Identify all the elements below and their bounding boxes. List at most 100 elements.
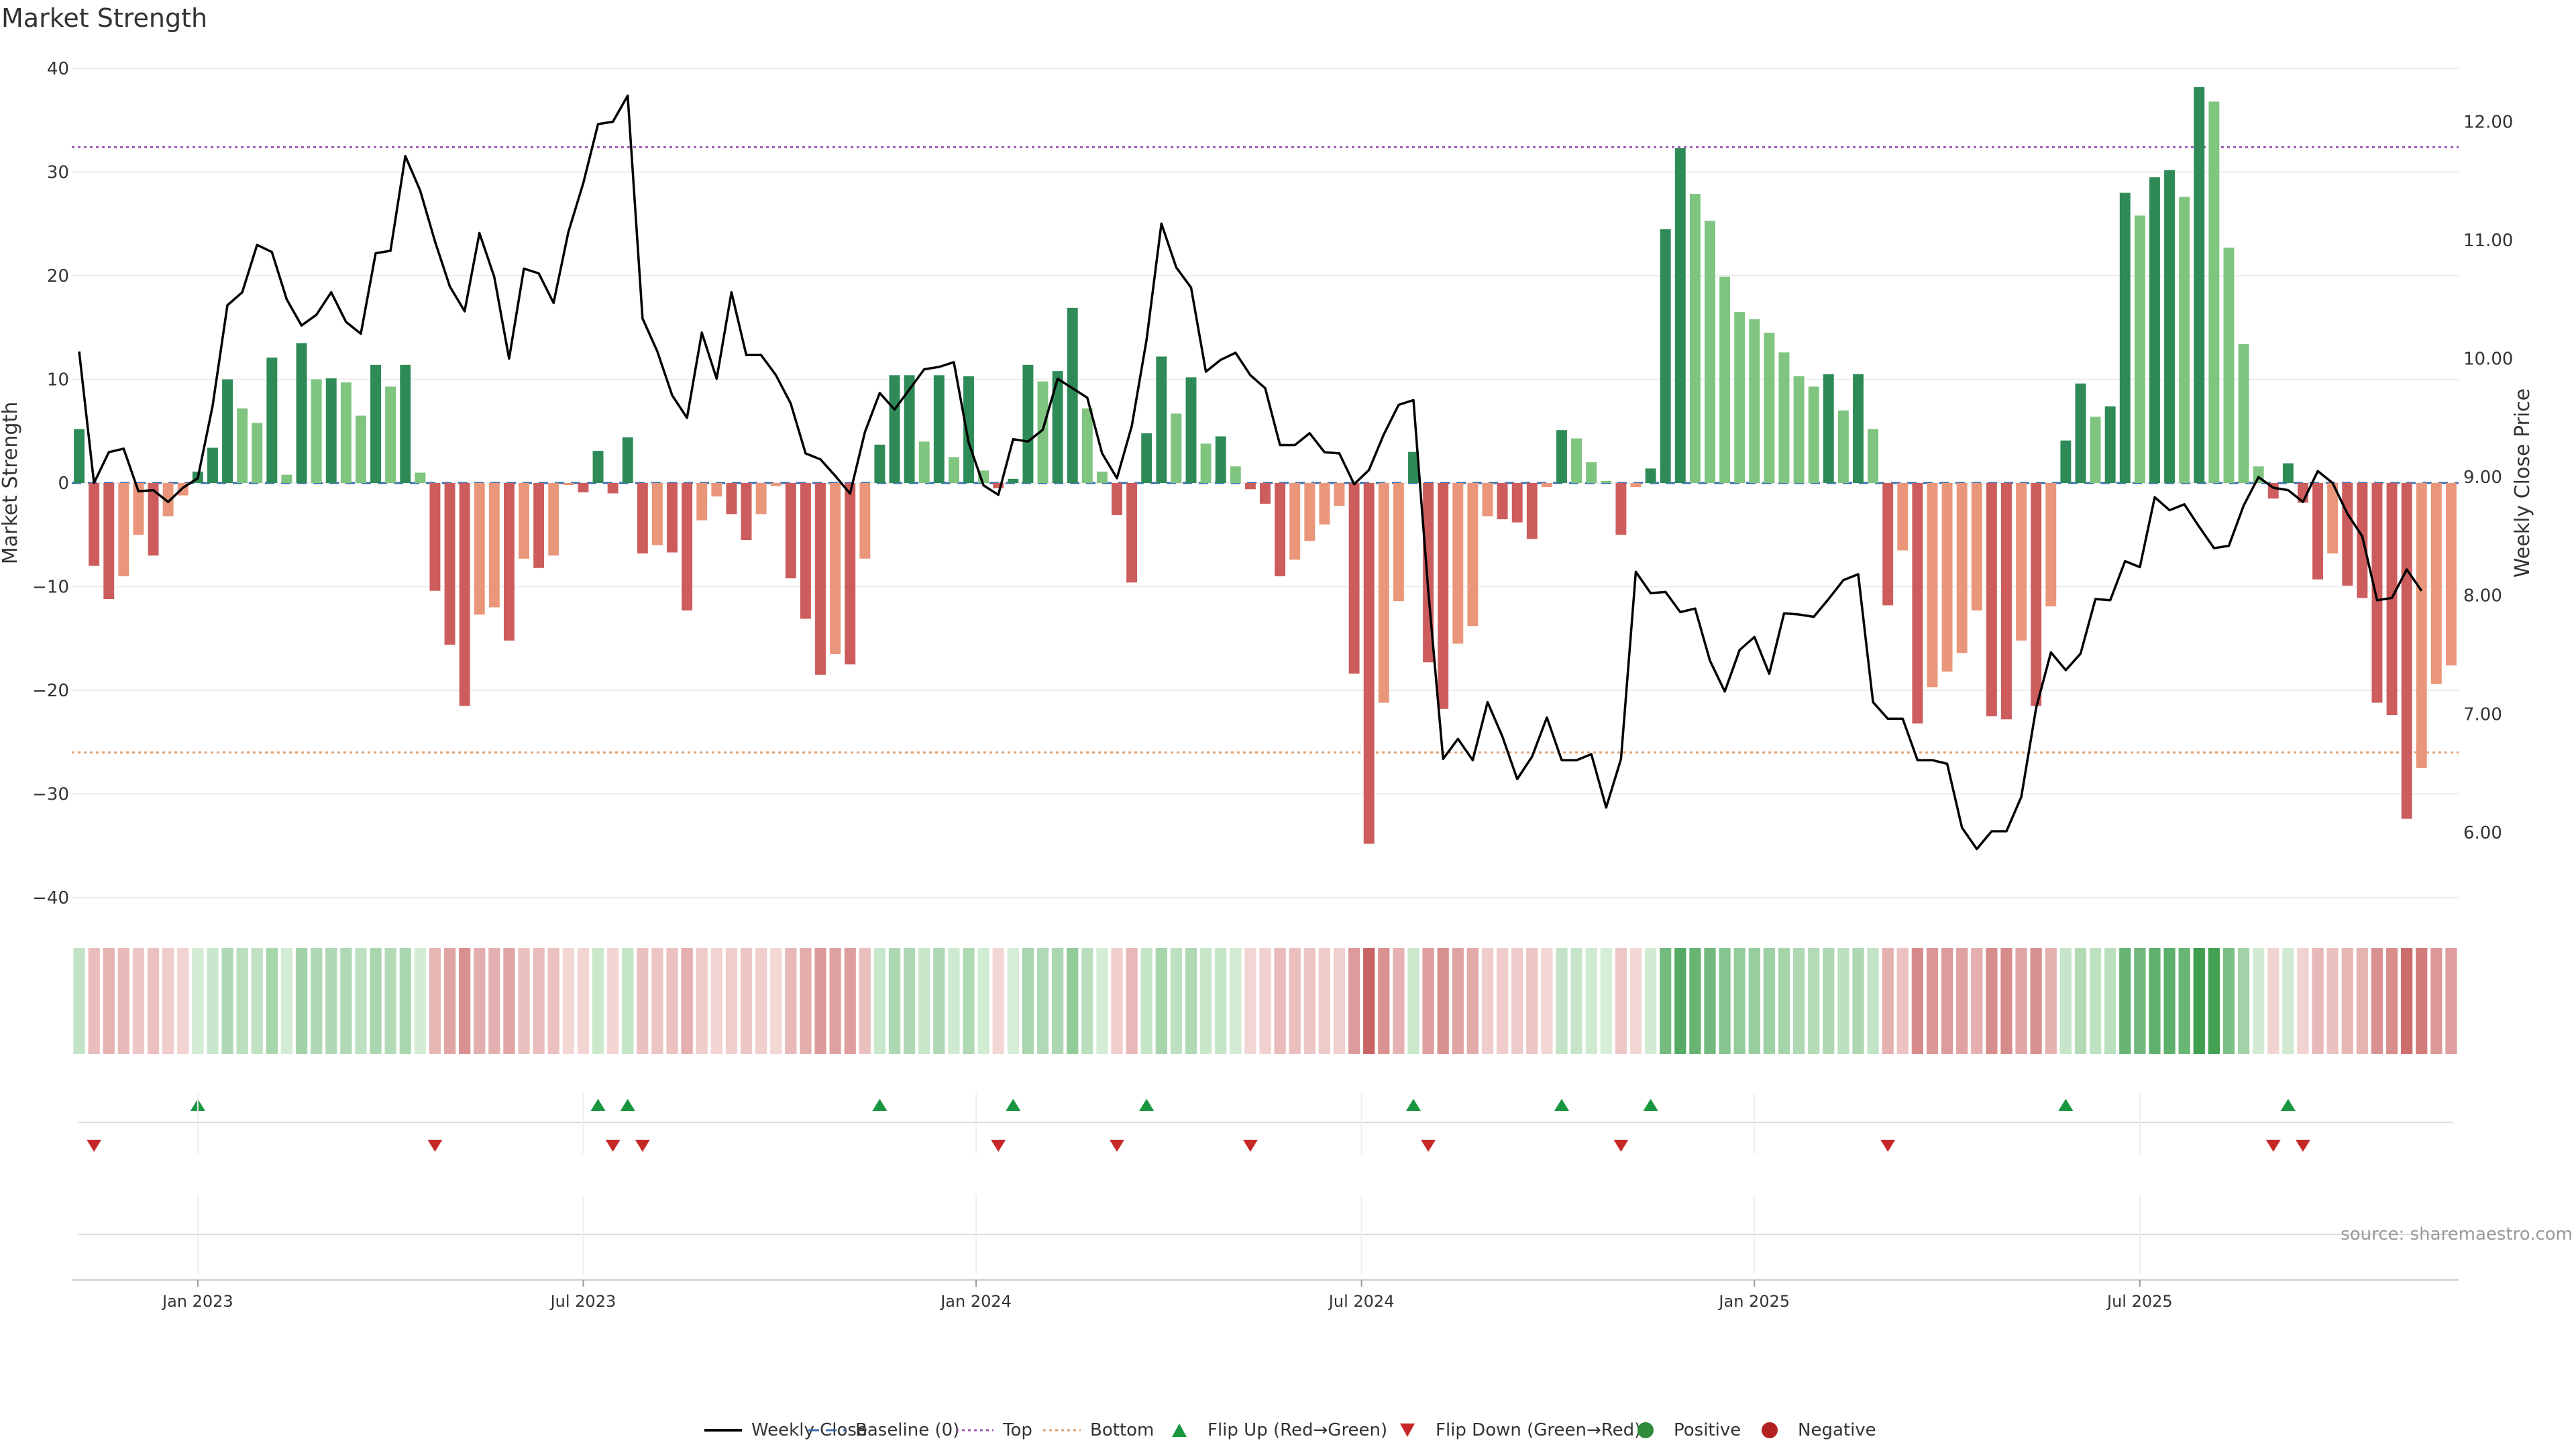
strength-bar xyxy=(1081,408,1093,483)
heat-cell xyxy=(1778,948,1790,1054)
flip-up-marker xyxy=(2280,1099,2296,1111)
strength-bar xyxy=(118,483,129,577)
strength-bar xyxy=(1868,429,1879,483)
heat-cell xyxy=(443,948,456,1054)
strength-bar xyxy=(74,429,85,483)
heat-cell xyxy=(1378,948,1390,1054)
heat-cell xyxy=(844,948,856,1054)
strength-bar xyxy=(325,378,337,483)
strength-bar xyxy=(2075,383,2086,483)
flip-up-marker xyxy=(872,1099,888,1111)
heat-cell xyxy=(592,948,604,1054)
strength-bar xyxy=(340,382,352,483)
heat-cell xyxy=(2356,948,2368,1054)
strength-bar xyxy=(1571,438,1582,483)
heat-cell xyxy=(666,948,678,1054)
heat-cell xyxy=(2208,948,2220,1054)
strength-bar xyxy=(1363,483,1375,844)
strength-bar xyxy=(1882,483,1894,606)
strength-bar xyxy=(2031,483,2042,706)
x-tick-label: Jan 2025 xyxy=(1717,1292,1790,1311)
legend-label: Negative xyxy=(1798,1420,1876,1440)
heat-cell xyxy=(2341,948,2353,1054)
flip-down-marker xyxy=(2265,1140,2281,1152)
heat-cell xyxy=(1882,948,1894,1054)
y2-axis-label: Weekly Close Price xyxy=(2511,388,2534,578)
strength-bar xyxy=(770,483,782,486)
heat-cell xyxy=(177,948,189,1054)
heat-cell xyxy=(948,948,960,1054)
heat-cell xyxy=(2000,948,2012,1054)
heat-cell xyxy=(355,948,367,1054)
heat-cell xyxy=(800,948,812,1054)
heat-cell xyxy=(2089,948,2102,1054)
heat-cell xyxy=(295,948,308,1054)
strength-bar xyxy=(578,483,589,492)
flip-down-marker xyxy=(991,1140,1006,1152)
strength-bar xyxy=(1541,483,1552,488)
strength-bar xyxy=(622,437,633,483)
strength-bar xyxy=(281,474,292,483)
heat-cell xyxy=(1823,948,1835,1054)
y-tick-label: −20 xyxy=(32,681,69,701)
strength-bar xyxy=(1037,381,1049,483)
heat-cell xyxy=(1481,948,1494,1054)
heat-cell xyxy=(1600,948,1612,1054)
strength-bar xyxy=(355,415,366,483)
strength-bar xyxy=(1141,433,1152,483)
strength-bar xyxy=(1112,483,1122,515)
heat-cell xyxy=(2074,948,2087,1054)
strength-bar xyxy=(2416,483,2427,768)
heat-cell xyxy=(429,948,441,1054)
legend-item: Weekly Close xyxy=(704,1420,867,1440)
heat-cell xyxy=(1155,948,1167,1054)
heat-cell xyxy=(577,948,590,1054)
heat-cell xyxy=(1763,948,1775,1054)
strength-bar xyxy=(1615,483,1627,535)
strength-bar xyxy=(755,483,767,515)
heat-cell xyxy=(1022,948,1034,1054)
strength-bar xyxy=(918,441,930,483)
heat-cell xyxy=(1096,948,1108,1054)
heat-cell xyxy=(963,948,975,1054)
strength-bar xyxy=(1378,483,1389,703)
heat-cell xyxy=(1437,948,1449,1054)
strength-bar xyxy=(1645,468,1656,483)
heat-cell xyxy=(1556,948,1568,1054)
heat-cell xyxy=(2193,948,2205,1054)
strength-bar xyxy=(519,483,529,559)
heat-cell xyxy=(622,948,634,1054)
strength-bar xyxy=(162,483,174,517)
heat-cell xyxy=(770,948,782,1054)
heat-cell xyxy=(236,948,248,1054)
strength-bar xyxy=(607,483,619,494)
flip-up-marker xyxy=(1006,1099,1021,1111)
heat-cell xyxy=(651,948,663,1054)
strength-bar xyxy=(1912,483,1923,724)
heat-cell xyxy=(1615,948,1627,1054)
strength-bar xyxy=(1630,483,1642,488)
strength-bar xyxy=(815,483,826,675)
heat-cell xyxy=(1541,948,1553,1054)
heat-cell xyxy=(103,948,115,1054)
strength-bar xyxy=(1956,483,1968,653)
legend-label: Positive xyxy=(1674,1420,1741,1440)
y-tick-label: 20 xyxy=(47,266,69,286)
heat-cell xyxy=(1393,948,1405,1054)
heat-cell xyxy=(1704,948,1716,1054)
heat-cell xyxy=(147,948,160,1054)
y2-tick-label: 11.00 xyxy=(2463,231,2513,251)
strength-bar xyxy=(1986,483,1997,716)
flip-up-marker xyxy=(590,1099,606,1111)
y-tick-label: −30 xyxy=(32,785,69,805)
flip-up-marker xyxy=(1405,1099,1421,1111)
heat-cell xyxy=(1986,948,1998,1054)
legend-swatch-triangle-up xyxy=(1172,1424,1187,1437)
heat-cell xyxy=(903,948,916,1054)
strength-bar xyxy=(1393,483,1404,602)
heat-cell xyxy=(1733,948,1746,1054)
strength-bar xyxy=(2119,193,2131,483)
strength-bar xyxy=(1230,466,1241,483)
strength-bar xyxy=(1467,483,1479,627)
heat-cell xyxy=(1422,948,1434,1054)
